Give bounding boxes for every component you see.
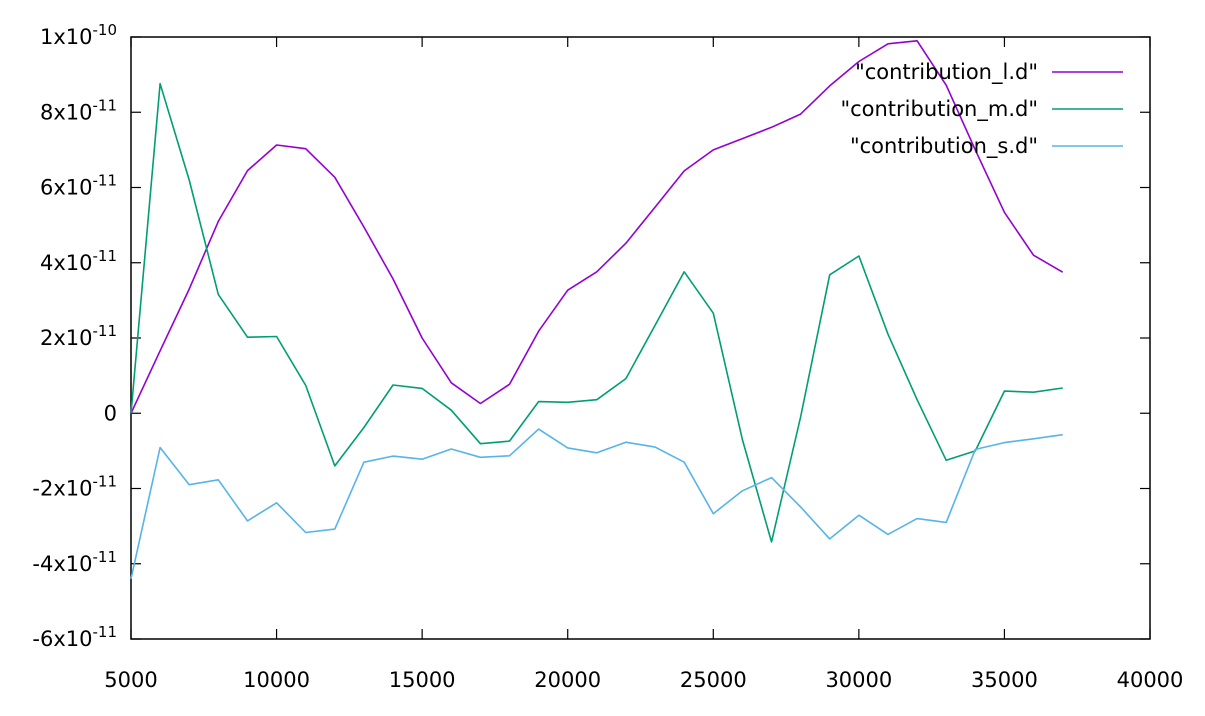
x-tick-label: 15000 xyxy=(389,668,456,692)
series-line-2 xyxy=(130,82,1063,543)
legend-label: "contribution_m.d" xyxy=(840,97,1038,122)
x-tick-label: 20000 xyxy=(534,668,601,692)
y-tick-exponent: -11 xyxy=(93,322,118,340)
y-tick-mantissa: -6x10 xyxy=(32,627,92,651)
y-tick-exponent: -11 xyxy=(93,623,118,641)
plot-border xyxy=(130,36,1151,640)
y-tick-mantissa: 0 xyxy=(104,401,117,425)
y-tick-label: 8x10-11 xyxy=(40,96,117,124)
y-tick-exponent: -11 xyxy=(93,473,118,491)
y-tick-label: 1x10-10 xyxy=(40,21,117,49)
y-tick-label: 4x10-11 xyxy=(40,247,117,275)
y-tick-label: 2x10-11 xyxy=(40,322,117,350)
x-tick-label: 30000 xyxy=(825,668,892,692)
y-tick-mantissa: -4x10 xyxy=(32,552,92,576)
series-line-1 xyxy=(130,39,1064,414)
y-tick-exponent: -11 xyxy=(93,96,118,114)
y-tick-mantissa: 1x10 xyxy=(40,25,93,49)
legend: "contribution_l.d" "contribution_m.d" "con… xyxy=(840,60,1123,159)
x-tick-label: 5000 xyxy=(104,668,157,692)
legend-label: "contribution_l.d" xyxy=(855,60,1038,85)
y-tick-label: 6x10-11 xyxy=(40,172,117,200)
x-tick-label: 10000 xyxy=(243,668,310,692)
y-tick-label: -6x10-11 xyxy=(32,623,117,651)
x-tick-label: 40000 xyxy=(1117,668,1184,692)
y-tick-mantissa: 4x10 xyxy=(40,251,93,275)
x-tick-label: 35000 xyxy=(971,668,1038,692)
x-axis: 5000 10000 15000 20000 25000 30000 35000 40000 xyxy=(104,37,1183,692)
y-tick-label: -2x10-11 xyxy=(32,473,117,501)
y-tick-exponent: -11 xyxy=(93,247,118,265)
y-tick-exponent: -11 xyxy=(93,548,118,566)
y-tick-label: 0 xyxy=(104,401,117,425)
y-tick-mantissa: 6x10 xyxy=(40,176,93,200)
y-tick-mantissa: 8x10 xyxy=(40,100,93,124)
series-line-3 xyxy=(130,428,1063,579)
y-tick-mantissa: -2x10 xyxy=(32,477,92,501)
y-axis: 1x10-108x10-116x10-114x10-112x10-110-2x1… xyxy=(32,21,1150,651)
series-layer xyxy=(130,39,1064,579)
y-tick-label: -4x10-11 xyxy=(32,548,117,576)
y-tick-exponent: -11 xyxy=(93,172,118,190)
legend-label: "contribution_s.d" xyxy=(850,134,1038,159)
x-tick-label: 25000 xyxy=(680,668,747,692)
y-tick-mantissa: 2x10 xyxy=(40,326,93,350)
y-tick-exponent: -10 xyxy=(93,21,118,39)
